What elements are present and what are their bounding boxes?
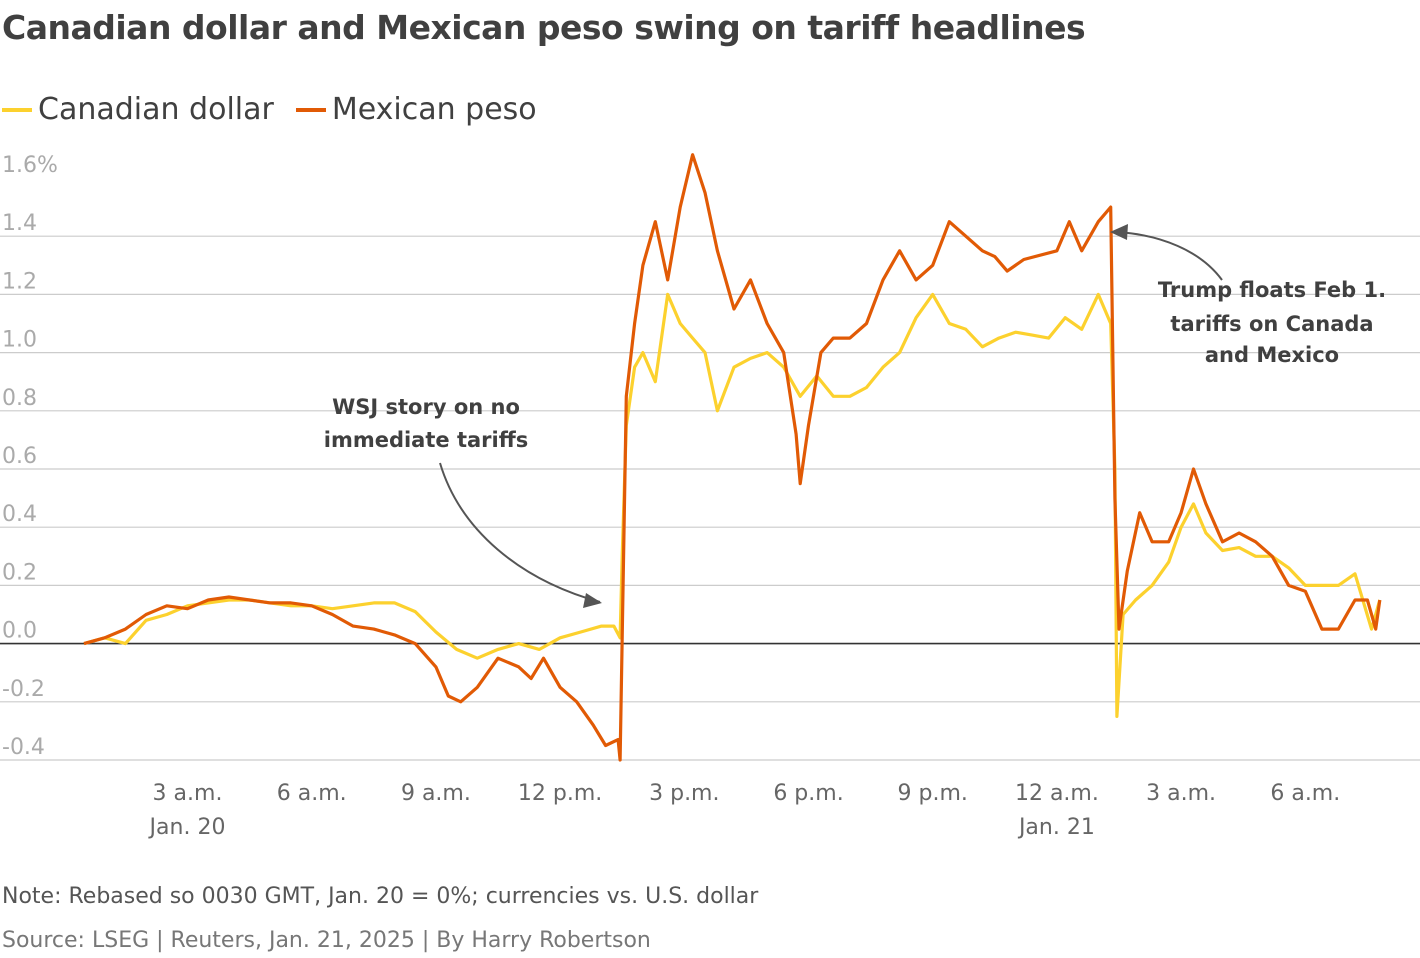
grid-lines bbox=[0, 235, 1420, 761]
annotation-wsj-arrow-line bbox=[439, 462, 601, 603]
annotations: WSJ story on no immediate tariffs Trump … bbox=[324, 224, 1386, 608]
series-lines bbox=[83, 153, 1382, 762]
annotation-wsj-line-1: WSJ story on no bbox=[332, 395, 520, 419]
annotation-wsj-arrowhead bbox=[583, 593, 602, 608]
series-line-mexican-peso bbox=[83, 153, 1382, 762]
legend-swatch-cad bbox=[2, 107, 32, 112]
x-tick-label: 6 a.m. bbox=[277, 781, 347, 806]
legend-item-mxn: Mexican peso bbox=[295, 92, 537, 127]
y-axis-labels: 1.6% 1.4 1.2 1.0 0.8 0.6 0.4 0.2 0.0 -0.2 -0.4 bbox=[2, 153, 58, 760]
legend-item-cad: Canadian dollar bbox=[2, 92, 274, 127]
x-tick-label: 12 a.m. bbox=[1015, 781, 1099, 806]
y-tick-label: 1.0 bbox=[2, 328, 37, 353]
x-axis-labels: 3 a.m. Jan. 20 6 a.m. 9 a.m. 12 p.m. 3 p.m. 6 … bbox=[148, 781, 1341, 840]
series-line-canadian-dollar bbox=[83, 292, 1382, 718]
legend-label-mxn: Mexican peso bbox=[331, 92, 537, 127]
y-tick-label: 0.8 bbox=[2, 386, 37, 411]
annotation-trump-arrowhead bbox=[1110, 224, 1128, 240]
legend-swatch-mxn bbox=[295, 107, 326, 112]
annotation-trump-line-3: and Mexico bbox=[1205, 343, 1339, 367]
x-tick-label: 3 a.m. bbox=[1146, 781, 1216, 806]
x-tick-label: 9 p.m. bbox=[898, 781, 968, 806]
y-tick-label: 0.6 bbox=[2, 444, 37, 469]
x-tick-label: 6 p.m. bbox=[773, 781, 843, 806]
x-tick-label: 3 a.m. bbox=[153, 781, 223, 806]
x-tick-label: 3 p.m. bbox=[649, 781, 719, 806]
annotation-trump-line-1: Trump floats Feb 1. bbox=[1158, 278, 1386, 302]
chart-title: Canadian dollar and Mexican peso swing o… bbox=[2, 8, 1086, 47]
x-tick-label: 6 a.m. bbox=[1270, 781, 1340, 806]
line-chart: 1.6% 1.4 1.2 1.0 0.8 0.6 0.4 0.2 0.0 -0.2 -0.4 3 a… bbox=[0, 153, 1420, 840]
y-tick-label: 1.4 bbox=[2, 211, 37, 236]
annotation-wsj-line-2: immediate tariffs bbox=[324, 428, 528, 452]
x-tick-label: 12 p.m. bbox=[518, 781, 602, 806]
chart-source: Source: LSEG | Reuters, Jan. 21, 2025 | … bbox=[2, 928, 651, 953]
legend: Canadian dollar Mexican peso bbox=[2, 92, 537, 127]
y-tick-label: -0.2 bbox=[2, 677, 45, 702]
x-tick-sublabel: Jan. 21 bbox=[1017, 815, 1095, 840]
y-tick-label: 0.0 bbox=[2, 619, 37, 644]
y-tick-label: -0.4 bbox=[2, 735, 45, 760]
legend-label-cad: Canadian dollar bbox=[38, 92, 274, 127]
x-tick-sublabel: Jan. 20 bbox=[148, 815, 226, 840]
y-tick-label: 1.2 bbox=[2, 269, 37, 294]
chart-note: Note: Rebased so 0030 GMT, Jan. 20 = 0%;… bbox=[2, 884, 759, 909]
y-tick-label: 0.4 bbox=[2, 502, 37, 527]
annotation-trump-line-2: tariffs on Canada bbox=[1170, 312, 1373, 336]
y-tick-label: 1.6% bbox=[2, 153, 58, 178]
x-tick-label: 9 a.m. bbox=[401, 781, 471, 806]
y-tick-label: 0.2 bbox=[2, 560, 37, 585]
annotation-trump-arrow-line bbox=[1117, 231, 1223, 281]
